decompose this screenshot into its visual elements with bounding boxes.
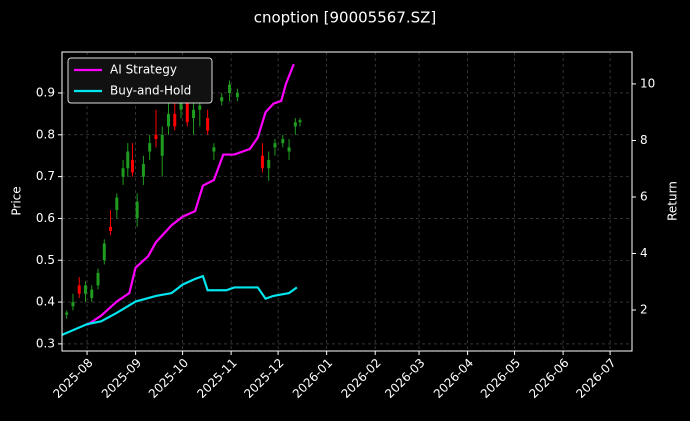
- y-tick-label: 0.3: [36, 336, 55, 350]
- y-tick-label: 0.6: [36, 211, 55, 225]
- candle-body: [121, 168, 125, 177]
- legend-label: AI Strategy: [110, 63, 177, 77]
- candle-body: [228, 84, 232, 93]
- candle-body: [212, 147, 216, 152]
- y-tick-label: 0.4: [36, 295, 55, 309]
- candle-body: [192, 109, 196, 119]
- x-tick-label: 2025-08: [50, 356, 95, 401]
- candle-body: [220, 97, 224, 102]
- candle-body: [148, 143, 152, 152]
- candle-body: [260, 155, 264, 169]
- x-tick-label: 2025-09: [99, 356, 144, 401]
- y2-tick-label: 4: [640, 246, 648, 260]
- candle-body: [166, 113, 170, 127]
- x-tick-label: 2026-02: [338, 356, 383, 401]
- y2-tick-label: 10: [640, 76, 655, 90]
- y-tick-label: 0.5: [36, 253, 55, 267]
- candle-body: [71, 302, 75, 307]
- candle-body: [83, 285, 87, 294]
- y-tick-label: 0.8: [36, 127, 55, 141]
- x-tick-label: 2026-04: [431, 356, 476, 401]
- candle-body: [102, 243, 106, 261]
- candle-body: [298, 120, 302, 123]
- x-tick-label: 2026-01: [290, 356, 335, 401]
- candle-body: [126, 151, 130, 169]
- candle-body: [130, 159, 134, 173]
- candle-body: [293, 122, 297, 127]
- candle-body: [173, 113, 177, 127]
- candle-body: [115, 197, 119, 211]
- legend-box: [67, 57, 213, 104]
- candle-body: [135, 201, 139, 219]
- candle-body: [287, 147, 291, 152]
- y-tick-label: 0.7: [36, 169, 55, 183]
- candle-body: [90, 289, 94, 298]
- candle-body: [154, 134, 158, 139]
- y2-tick-label: 2: [640, 303, 648, 317]
- candle-body: [273, 143, 277, 148]
- y-tick-label: 0.9: [36, 85, 55, 99]
- candle-body: [198, 105, 202, 110]
- line-series: [61, 274, 298, 336]
- x-tick-label: 2026-05: [478, 356, 523, 401]
- candle-body: [109, 226, 113, 231]
- x-tick-label: 2026-06: [526, 356, 571, 401]
- plot-frame: [61, 51, 633, 352]
- candle-body: [96, 272, 100, 286]
- x-tick-label: 2025-10: [146, 356, 191, 401]
- legend: AI Strategy Buy-and-Hold: [67, 57, 213, 104]
- x-tick-label: 2025-11: [194, 356, 239, 401]
- legend-label: Buy-and-Hold: [110, 84, 191, 98]
- x-tick-label: 2026-03: [382, 356, 427, 401]
- y2-tick-label: 6: [640, 189, 648, 203]
- x-tick-label: 2026-07: [573, 356, 618, 401]
- candle-body: [267, 159, 271, 169]
- candle-body: [185, 101, 189, 123]
- y-axis-label: Price: [10, 186, 24, 215]
- candle-body: [141, 164, 145, 177]
- x-tick-label: 2025-12: [241, 356, 286, 401]
- chart-title: cnoption [90005567.SZ]: [254, 9, 437, 27]
- candle-body: [160, 134, 164, 156]
- candle-body: [77, 285, 81, 294]
- candle-body: [206, 118, 210, 131]
- candle-body: [65, 312, 69, 315]
- candle-body: [235, 92, 239, 98]
- line-series: [86, 63, 295, 326]
- y2-axis-label: Return: [666, 181, 680, 221]
- candle-body: [281, 138, 285, 144]
- y2-tick-label: 8: [640, 133, 648, 147]
